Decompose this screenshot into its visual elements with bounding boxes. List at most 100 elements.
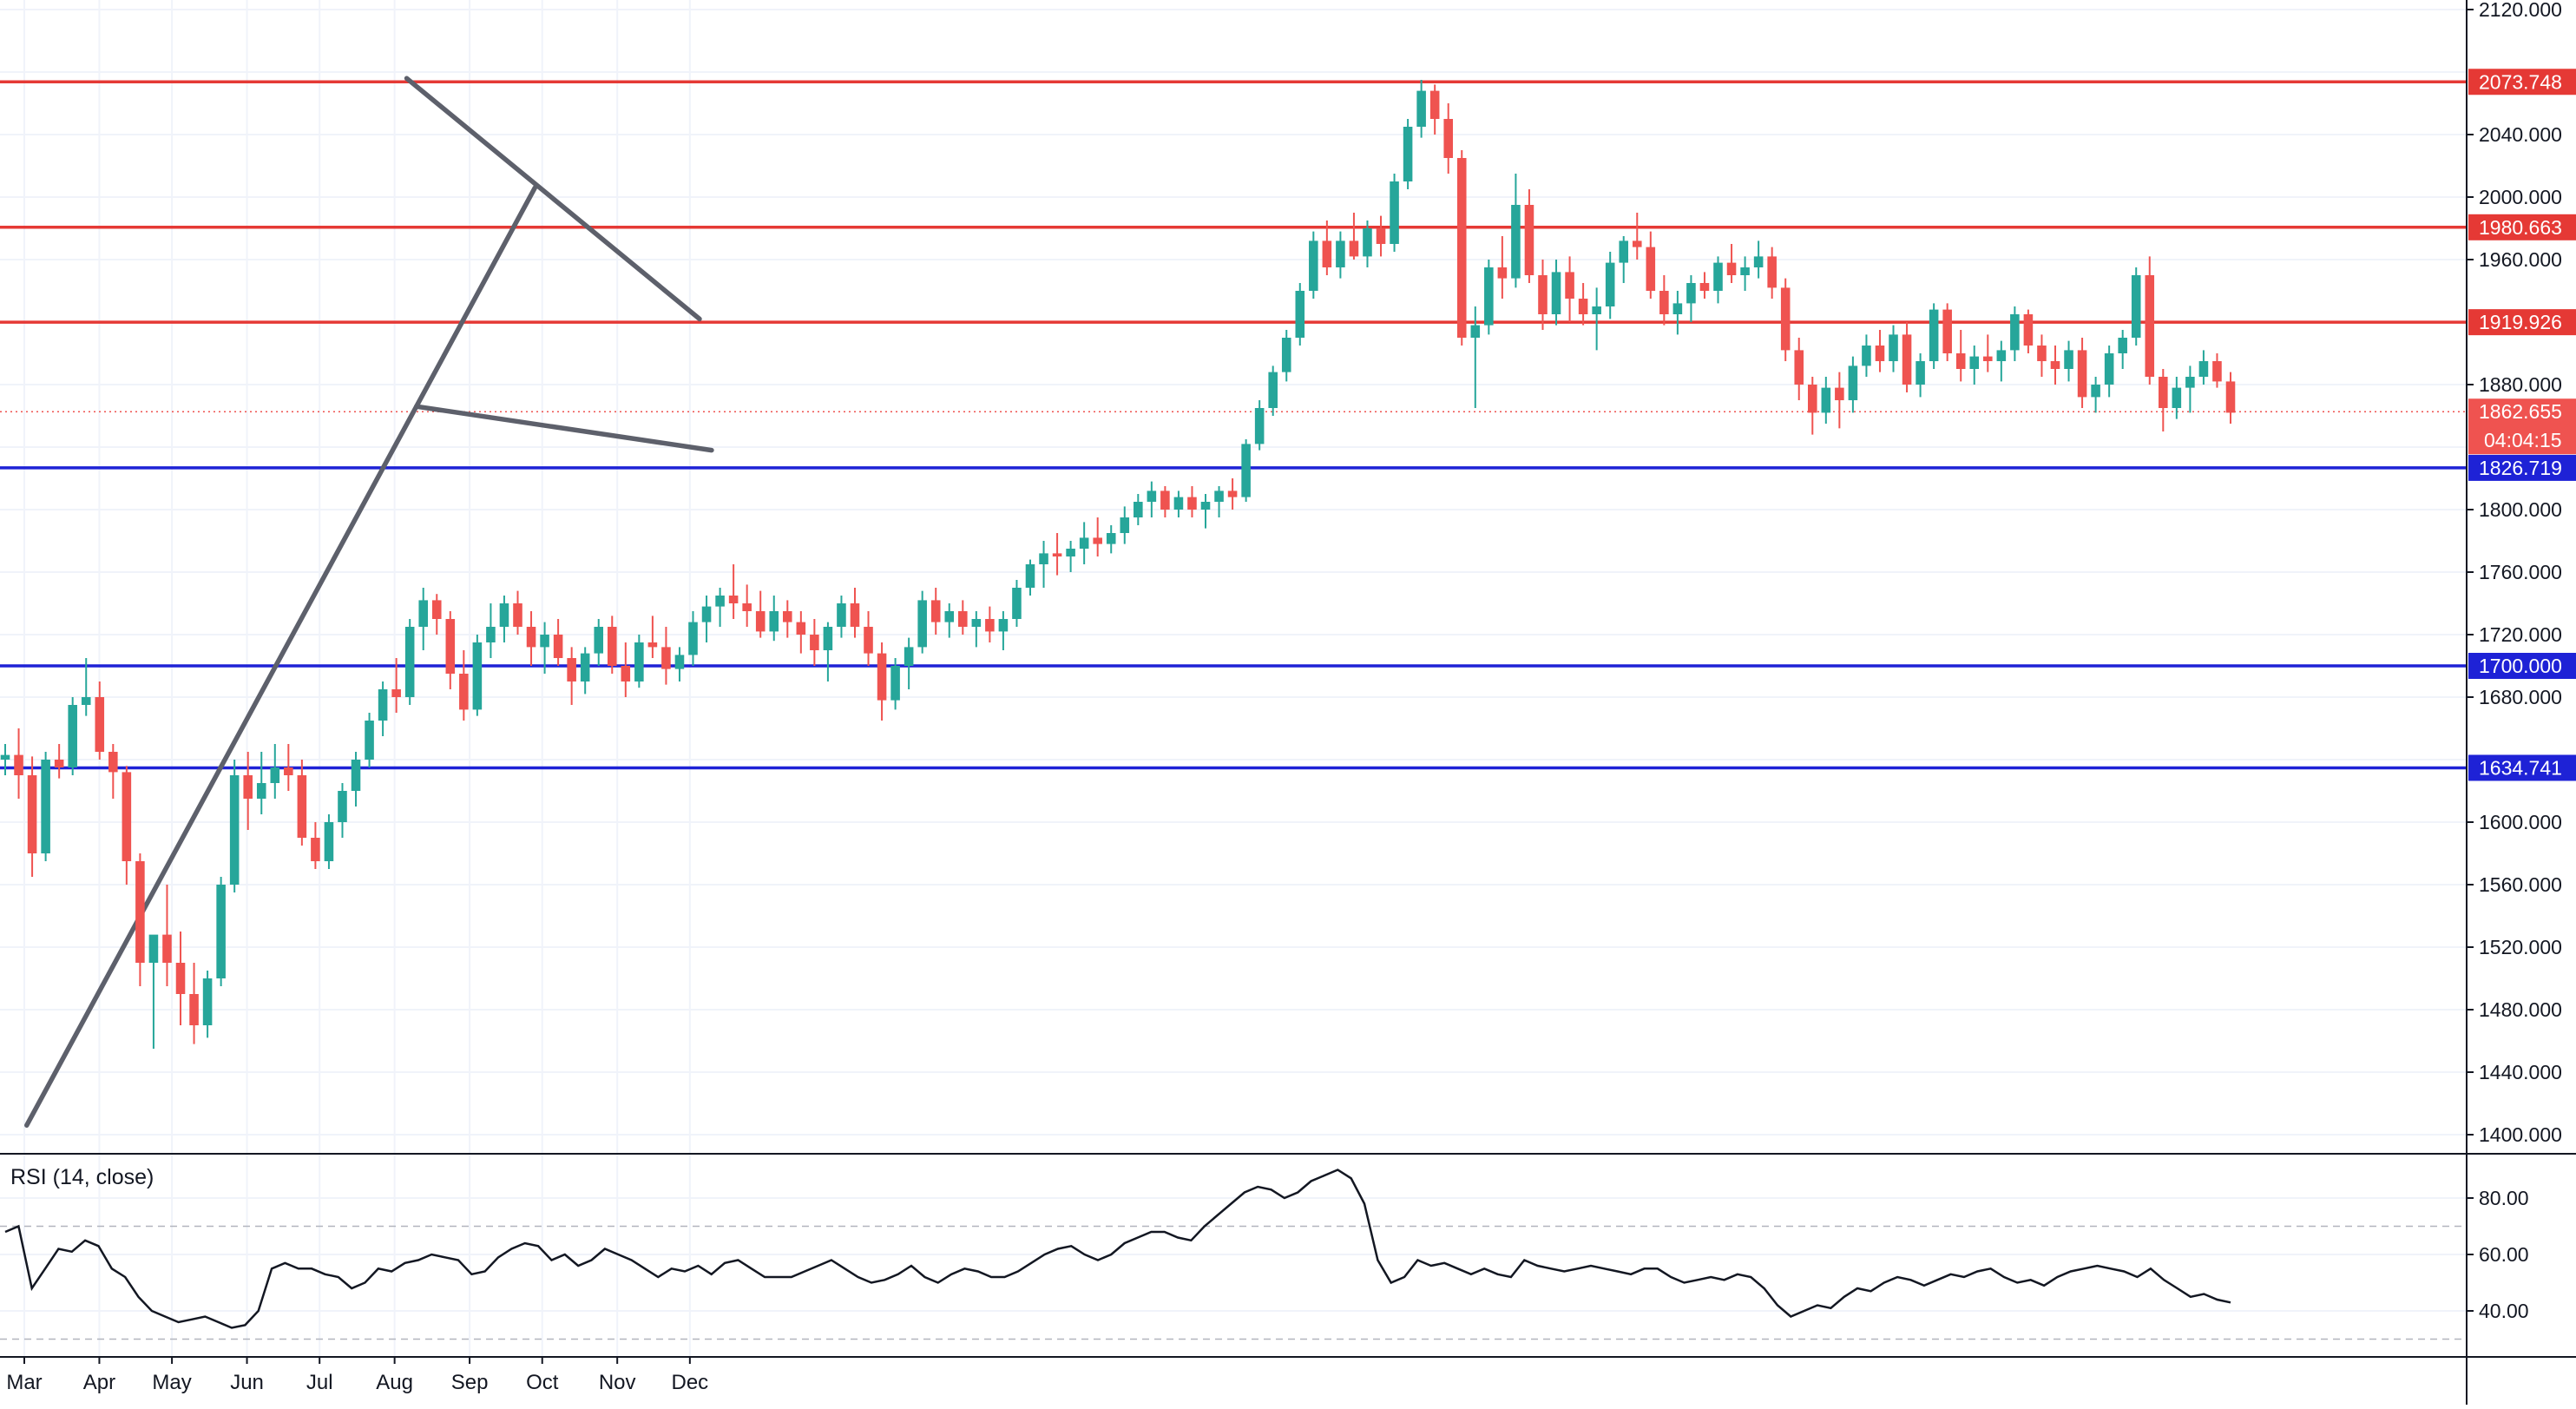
level-label-4-bg: [2468, 454, 2576, 481]
candle-71: [944, 603, 955, 638]
candle-body-144: [1929, 309, 1939, 361]
candle-82: [1093, 517, 1102, 556]
candle-112: [1497, 236, 1508, 299]
candle-body-90: [1200, 502, 1211, 510]
candle-148: [1983, 334, 1993, 372]
candle-body-141: [1889, 334, 1898, 361]
candle-166: [2225, 372, 2236, 424]
current-price-tag-bg: [2468, 398, 2576, 455]
current-price-label: 1862.655: [2479, 400, 2562, 423]
candle-body-66: [877, 653, 887, 701]
candle-body-36: [472, 642, 483, 710]
candle-4: [41, 752, 50, 861]
candle-body-37: [486, 627, 496, 642]
price-tick-label-1680: 1680.000: [2479, 686, 2562, 708]
rsi-tick-label-60: 60.00: [2479, 1243, 2529, 1266]
candle-body-32: [418, 600, 429, 627]
candle-150: [2010, 306, 2020, 361]
candle-body-101: [1349, 240, 1359, 257]
candle-body-67: [890, 666, 900, 701]
candle-body-35: [459, 674, 469, 710]
candle-body-70: [930, 600, 941, 622]
candle-40: [526, 611, 536, 666]
candle-136: [1821, 377, 1831, 424]
candle-17: [216, 877, 226, 986]
candle-body-136: [1821, 387, 1831, 413]
candle-body-13: [162, 934, 172, 963]
candle-41: [540, 622, 549, 674]
candle-69: [917, 590, 927, 654]
month-label-nov: Nov: [599, 1371, 636, 1394]
candle-32: [418, 588, 429, 650]
candle-79: [1052, 533, 1062, 576]
candle-146: [1955, 330, 1966, 382]
candle-body-148: [1983, 356, 1993, 361]
candle-78: [1039, 541, 1048, 588]
candle-59: [783, 600, 792, 638]
candle-92: [1227, 478, 1238, 510]
candle-70: [930, 588, 941, 635]
candle-43: [567, 647, 576, 705]
candle-body-39: [513, 603, 522, 627]
candle-162: [2172, 377, 2182, 419]
candle-body-14: [175, 963, 186, 994]
candle-body-130: [1740, 267, 1750, 275]
candle-body-45: [594, 627, 604, 654]
candle-48: [634, 635, 644, 688]
trendline-3: [413, 404, 714, 453]
price-tick-label-1520: 1520.000: [2479, 936, 2562, 958]
candle-72: [958, 600, 968, 635]
candle-113: [1511, 174, 1521, 288]
candle-123: [1646, 231, 1656, 299]
candle-76: [1012, 580, 1022, 627]
candle-body-64: [850, 603, 860, 627]
candle-124: [1659, 275, 1669, 326]
candle-13: [162, 885, 172, 986]
candle-155: [2077, 338, 2087, 408]
rsi-title: RSI (14, close): [10, 1165, 154, 1189]
candle-30: [391, 658, 401, 713]
candle-body-43: [567, 658, 576, 681]
candle-133: [1780, 278, 1791, 361]
level-label-6-text: 1634.741: [2479, 756, 2562, 779]
candle-body-153: [2050, 361, 2060, 369]
candle-body-109: [1456, 158, 1467, 338]
candle-15: [189, 963, 199, 1044]
candle-83: [1106, 525, 1116, 554]
candle-body-131: [1753, 256, 1764, 267]
candle-body-112: [1497, 267, 1508, 279]
candle-body-163: [2185, 377, 2195, 388]
candle-90: [1200, 494, 1211, 529]
candle-156: [2091, 377, 2100, 413]
level-label-4-text: 1826.719: [2479, 457, 2562, 479]
candle-60: [796, 611, 806, 654]
candle-body-63: [837, 603, 846, 627]
candle-107: [1429, 84, 1440, 135]
candle-body-138: [1848, 365, 1858, 400]
candle-74: [985, 606, 995, 642]
candle-28: [365, 713, 374, 767]
candle-141: [1889, 325, 1898, 372]
candle-152: [2037, 334, 2047, 377]
candle-131: [1753, 240, 1764, 279]
candle-body-139: [1862, 346, 1871, 366]
candle-body-12: [148, 934, 159, 963]
month-label-oct: Oct: [526, 1371, 559, 1394]
level-label-1: 2073.748: [2468, 69, 2576, 95]
candle-body-108: [1443, 119, 1453, 158]
candle-body-85: [1134, 502, 1143, 517]
candle-body-95: [1268, 372, 1278, 408]
candle-body-155: [2077, 350, 2087, 398]
candle-body-158: [2118, 338, 2127, 353]
candle-body-61: [810, 635, 819, 650]
candle-75: [998, 611, 1009, 650]
candle-50: [661, 627, 671, 685]
candle-body-125: [1672, 303, 1683, 314]
candle-77: [1025, 559, 1035, 596]
candle-134: [1794, 338, 1804, 400]
candle-87: [1160, 486, 1170, 517]
candle-127: [1699, 272, 1710, 299]
candle-body-27: [351, 760, 361, 791]
candle-52: [688, 611, 698, 666]
trendline-1: [24, 185, 538, 1128]
